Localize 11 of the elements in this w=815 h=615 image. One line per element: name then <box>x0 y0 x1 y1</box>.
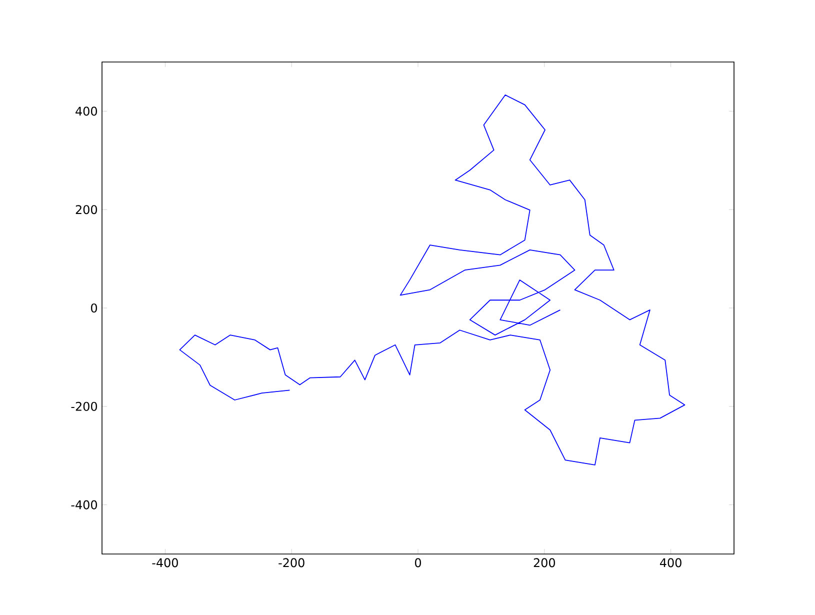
line-series <box>179 94 686 466</box>
y-tick-label: 200 <box>76 205 98 214</box>
x-tick-label: 200 <box>534 558 556 568</box>
x-tick-label: -200 <box>278 558 304 568</box>
y-tick-label: -200 <box>71 402 98 411</box>
x-tick-label: 400 <box>660 558 682 568</box>
y-tick-label: -400 <box>71 500 98 510</box>
y-tick-label: 400 <box>76 106 98 116</box>
y-tick-label: 0 <box>90 303 98 313</box>
x-tick-label: -400 <box>152 558 178 568</box>
x-tick-label: 0 <box>414 558 422 568</box>
